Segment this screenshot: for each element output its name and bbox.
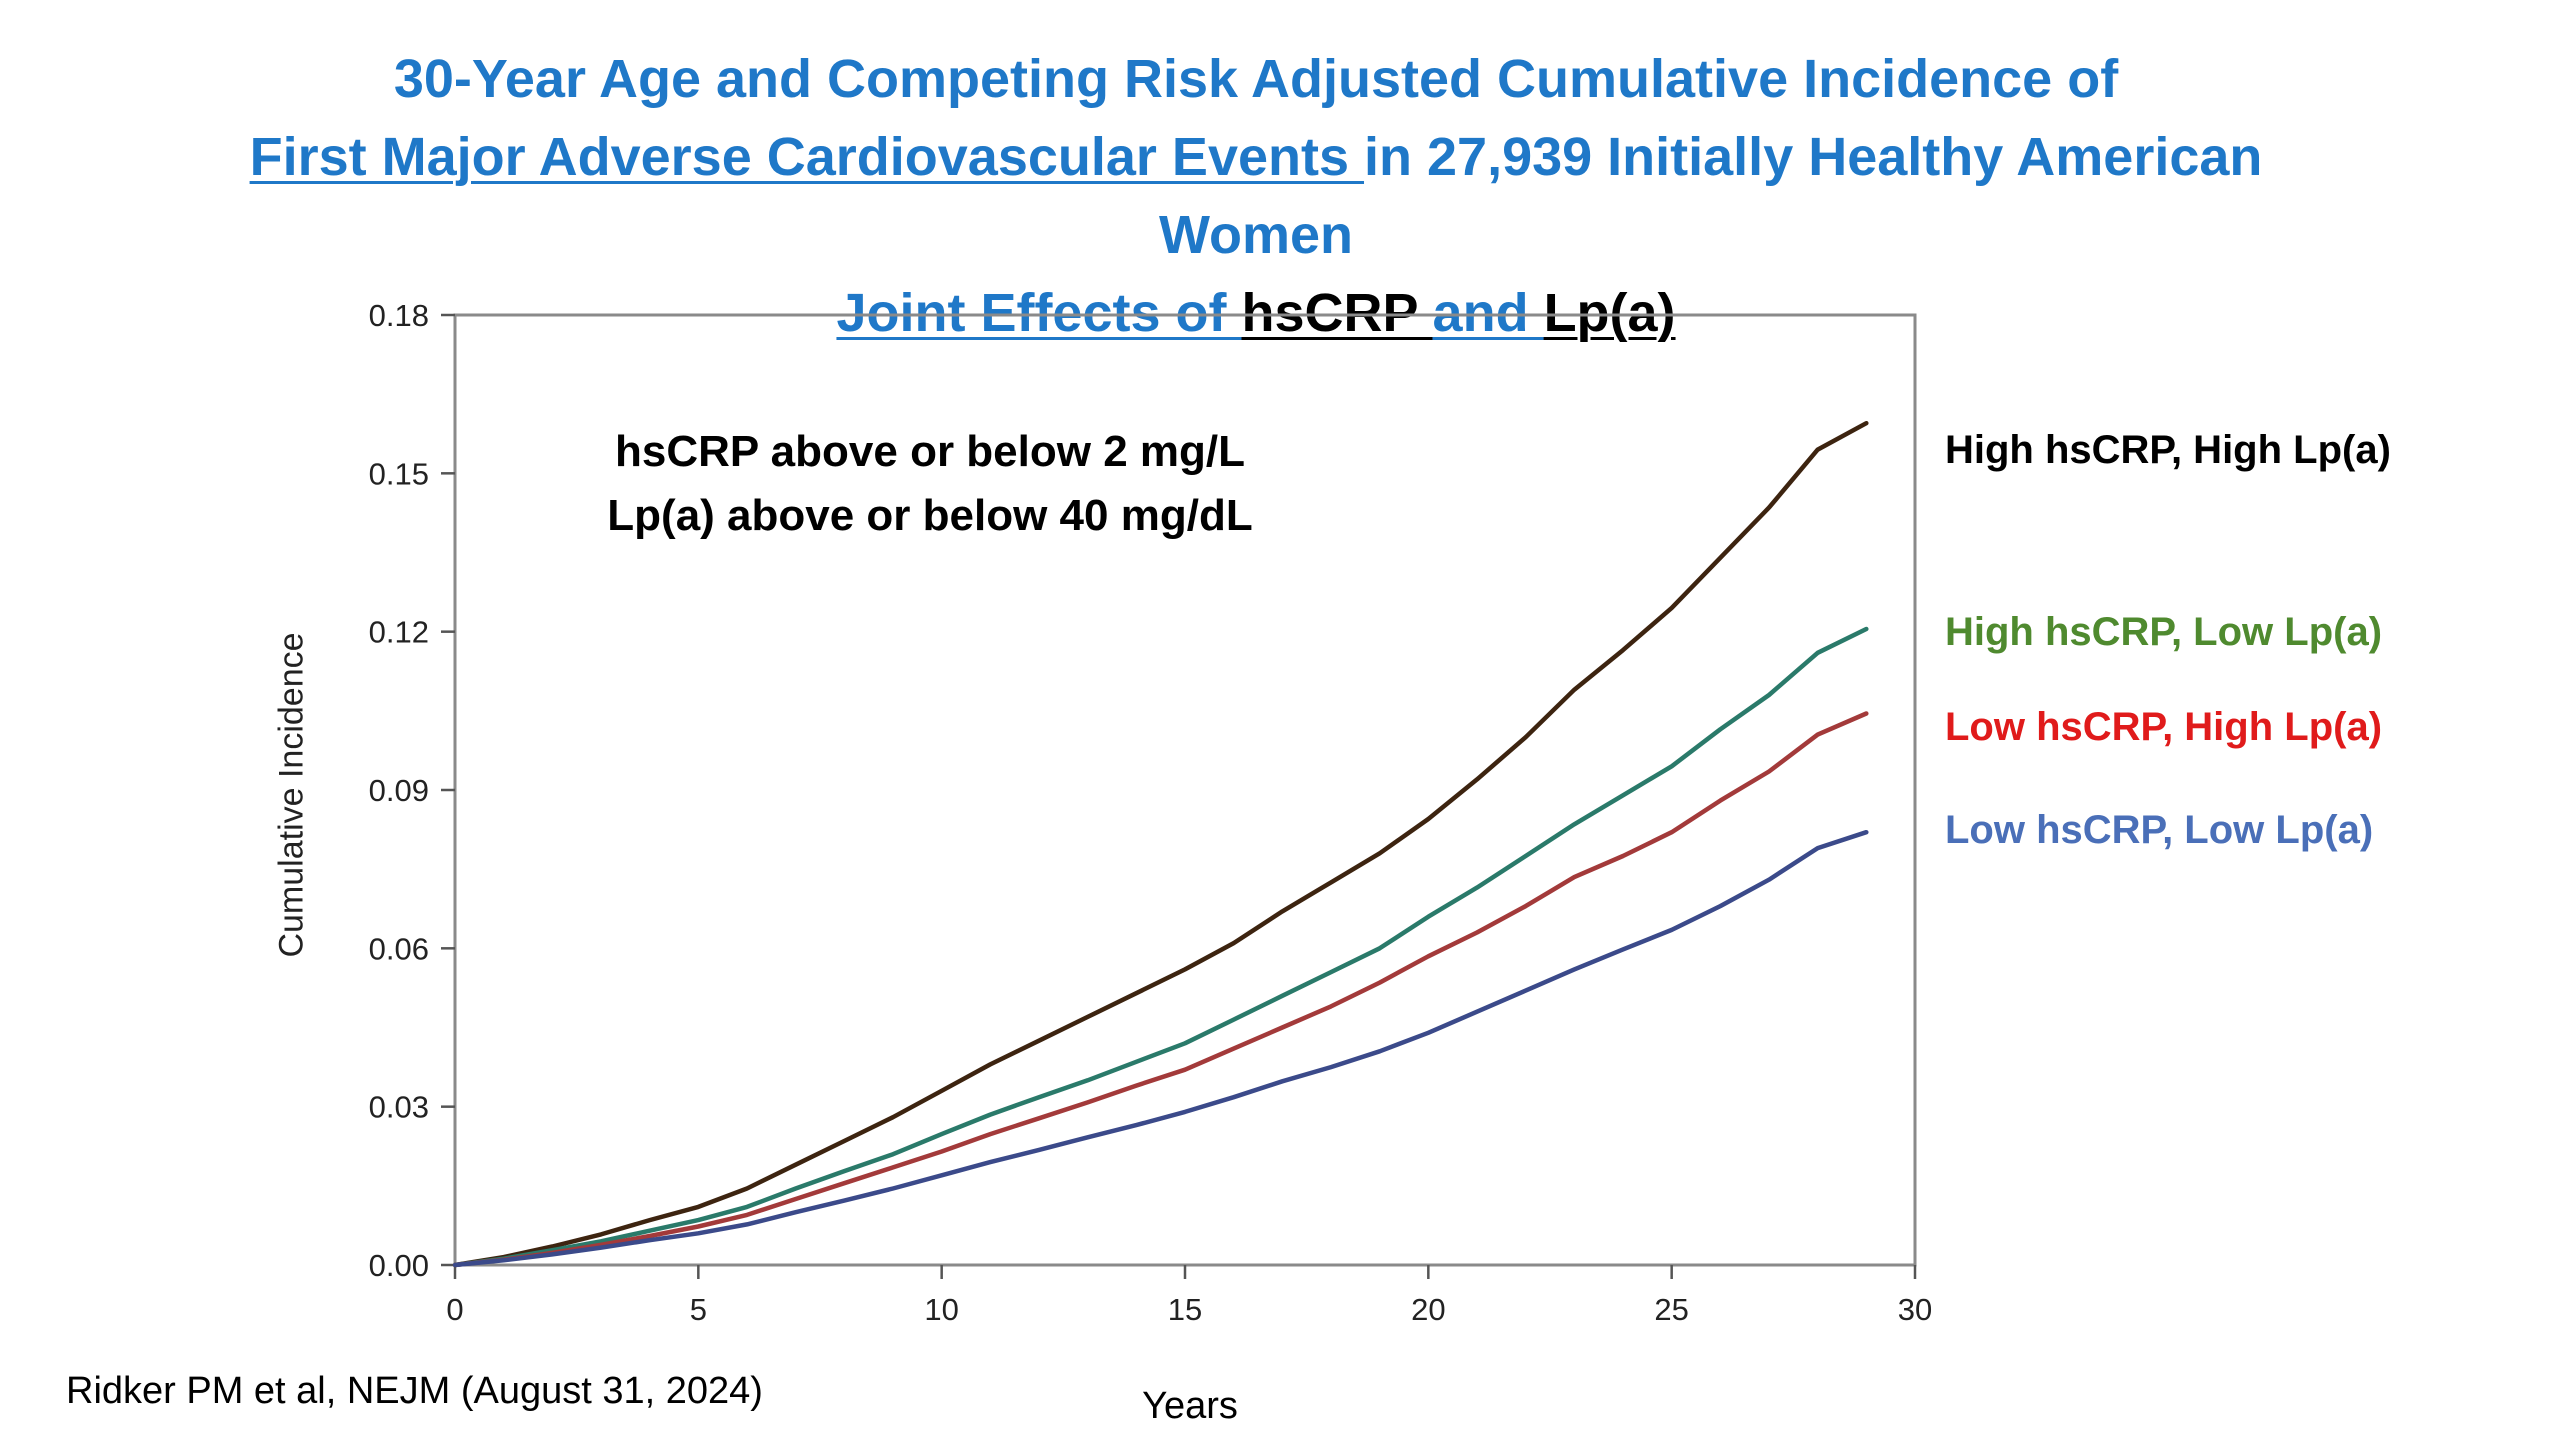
x-tick-label: 10: [924, 1292, 958, 1327]
legend-item-low-hscrp-high-lpa: Low hsCRP, High Lp(a): [1945, 705, 2383, 749]
title-lpa: Lp(a): [1543, 283, 1676, 343]
x-tick-label: 5: [690, 1292, 707, 1327]
series-line-1: [452, 626, 1869, 1268]
y-tick-label: 0.00: [369, 1248, 429, 1283]
citation: Ridker PM et al, NEJM (August 31, 2024): [66, 1370, 763, 1412]
series-line-0: [452, 420, 1869, 1268]
x-tick-label: 15: [1168, 1292, 1202, 1327]
title-line-2-rest: in 27,939 Initially Healthy American: [1364, 127, 2263, 187]
y-axis-label: Cumulative Incidence: [272, 632, 311, 958]
title-joint-effects: Joint Effects of: [836, 283, 1242, 343]
y-tick-label: 0.09: [369, 773, 429, 808]
title-line-2: First Major Adverse Cardiovascular Event…: [0, 118, 2512, 196]
y-tick-label: 0.12: [369, 615, 429, 650]
y-tick-label: 0.15: [369, 456, 429, 491]
y-tick-label: 0.06: [369, 931, 429, 966]
title-line-3: Women: [1158, 205, 1353, 265]
annotation-line-1: hsCRP above or below 2 mg/L: [615, 427, 1245, 476]
title-underlined-phrase: First Major Adverse Cardiovascular Event…: [249, 127, 1365, 187]
title-and: and: [1432, 283, 1544, 343]
legend-item-high-hscrp-high-lpa: High hsCRP, High Lp(a): [1945, 428, 2391, 472]
title-line-1: 30-Year Age and Competing Risk Adjusted …: [393, 49, 2119, 109]
title-hscrp: hsCRP: [1241, 283, 1433, 343]
legend-item-low-hscrp-low-lpa: Low hsCRP, Low Lp(a): [1945, 808, 2374, 852]
y-tick-label: 0.18: [369, 298, 429, 333]
x-tick-label: 25: [1654, 1292, 1688, 1327]
legend-item-high-hscrp-low-lpa: High hsCRP, Low Lp(a): [1945, 610, 2383, 654]
x-tick-label: 30: [1898, 1292, 1932, 1327]
x-axis: 0 5 10 15 20 25 30: [446, 1265, 1932, 1327]
series-line-3: [452, 829, 1869, 1268]
annotation-line-2: Lp(a) above or below 40 mg/dL: [607, 491, 1253, 540]
x-axis-label: Years: [1142, 1385, 1238, 1427]
y-axis: 0.00 0.03 0.06 0.09 0.12 0.15 0.18: [369, 298, 455, 1283]
x-tick-label: 0: [446, 1292, 463, 1327]
title-line-4: Joint Effects of hsCRP and Lp(a): [0, 274, 2512, 352]
x-tick-label: 20: [1411, 1292, 1445, 1327]
y-tick-label: 0.03: [369, 1090, 429, 1125]
series-group: [452, 420, 1869, 1268]
chart-annotation: hsCRP above or below 2 mg/L Lp(a) above …: [560, 420, 1300, 548]
series-line-2: [452, 711, 1869, 1268]
chart-title: 30-Year Age and Competing Risk Adjusted …: [0, 40, 2512, 352]
